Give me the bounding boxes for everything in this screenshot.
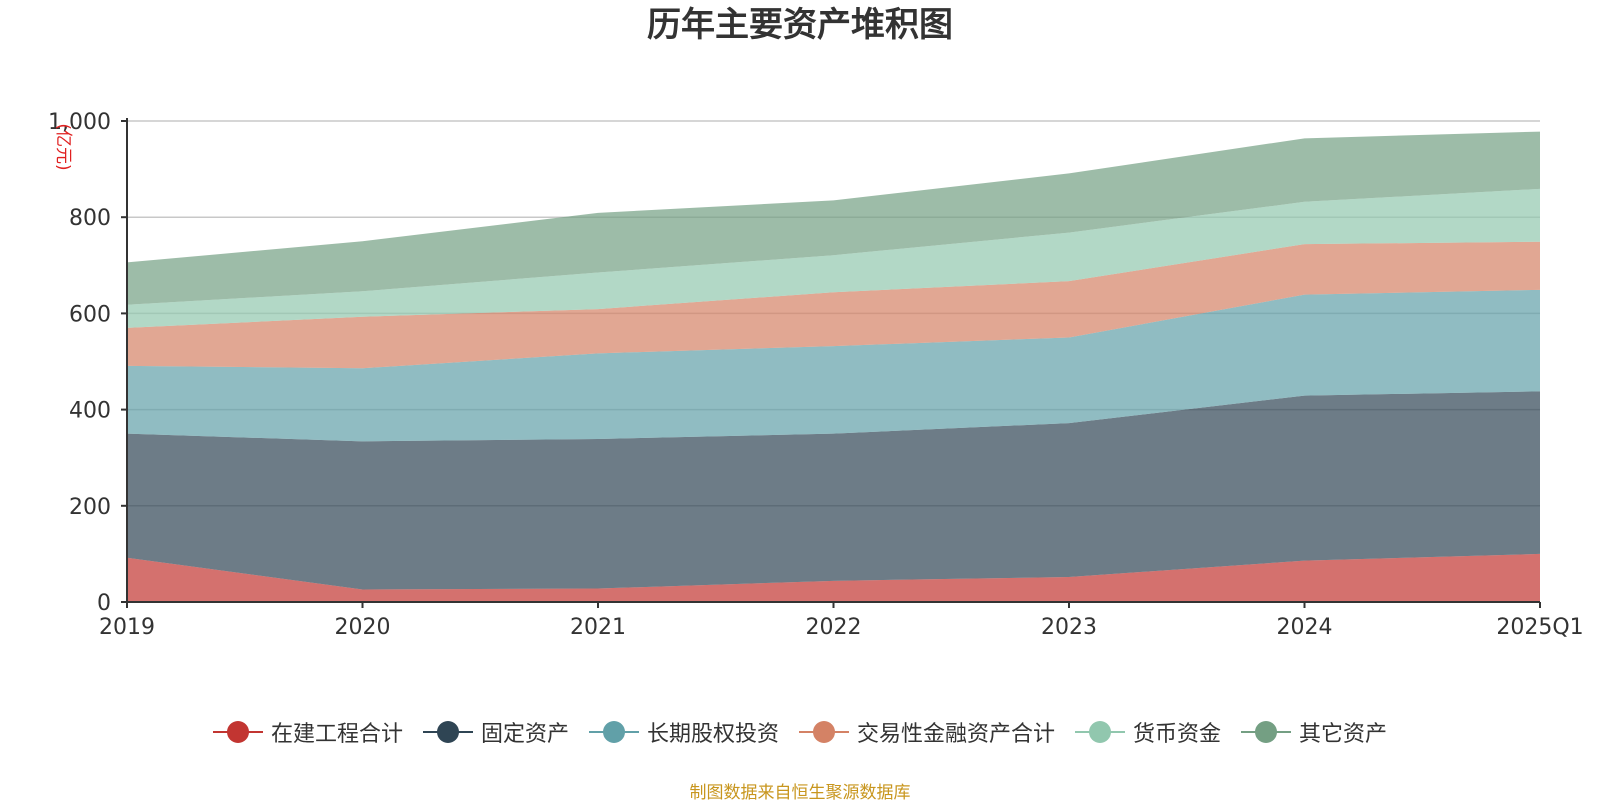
y-axis-unit-label: (亿元): [53, 123, 73, 170]
y-tick-label: 200: [69, 495, 111, 520]
legend-marker-icon: [1241, 719, 1292, 745]
legend-label: 交易性金融资产合计: [857, 722, 1056, 747]
legend-label: 长期股权投资: [646, 722, 779, 747]
x-tick-label: 2021: [570, 615, 626, 640]
legend-label: 在建工程合计: [270, 722, 403, 747]
y-tick-label: 600: [69, 302, 111, 327]
y-tick-label: 400: [69, 399, 111, 424]
legend-label: 其它资产: [1299, 722, 1388, 747]
legend-marker-icon: [799, 719, 849, 745]
x-tick-label: 2025Q1: [1496, 615, 1583, 640]
source-footer: 制图数据来自恒生聚源数据库: [689, 783, 911, 800]
x-tick-label: 2019: [99, 615, 155, 640]
legend-item-0[interactable]: 在建工程合计: [212, 716, 403, 748]
chart-canvas: 0 200 400 600 800 1,000 2019 2020 2021 2022 2023 20…: [48, 110, 1584, 640]
area-series-1[interactable]: [127, 391, 1540, 590]
legend-item-3[interactable]: 交易性金融资产合计: [799, 716, 1055, 748]
x-tick-label: 2022: [806, 615, 862, 640]
legend-marker-icon: [422, 719, 473, 745]
x-tick-label: 2020: [335, 615, 391, 640]
x-tick-label: 2024: [1277, 615, 1333, 640]
x-tick-label: 2023: [1041, 615, 1097, 640]
area-series-4[interactable]: [127, 188, 1540, 328]
area-series-0[interactable]: [127, 553, 1540, 602]
legend-item-2[interactable]: 长期股权投资: [588, 716, 779, 748]
area-series-2[interactable]: [127, 289, 1540, 442]
legend-label: 货币资金: [1133, 722, 1222, 747]
legend-marker-icon: [588, 719, 639, 745]
y-tick-label: 1,000: [48, 110, 111, 135]
area-series-5[interactable]: [127, 131, 1540, 305]
legend-label: 固定资产: [480, 722, 569, 747]
y-tick-label: 800: [69, 206, 111, 231]
y-tick-label: 0: [97, 591, 111, 616]
legend-marker-icon: [1075, 719, 1126, 745]
legend-item-5[interactable]: 其它资产: [1241, 716, 1387, 748]
legend-marker-icon: [212, 719, 263, 745]
area-series-3[interactable]: [127, 241, 1540, 369]
legend-item-4[interactable]: 货币资金: [1075, 716, 1221, 748]
legend: 在建工程合计 固定资产 长期股权投资 交易性金融资产合计 货币资金 其它资产: [0, 716, 1600, 748]
legend-item-1[interactable]: 固定资产: [422, 716, 569, 748]
chart-title: 历年主要资产堆积图: [647, 5, 953, 45]
